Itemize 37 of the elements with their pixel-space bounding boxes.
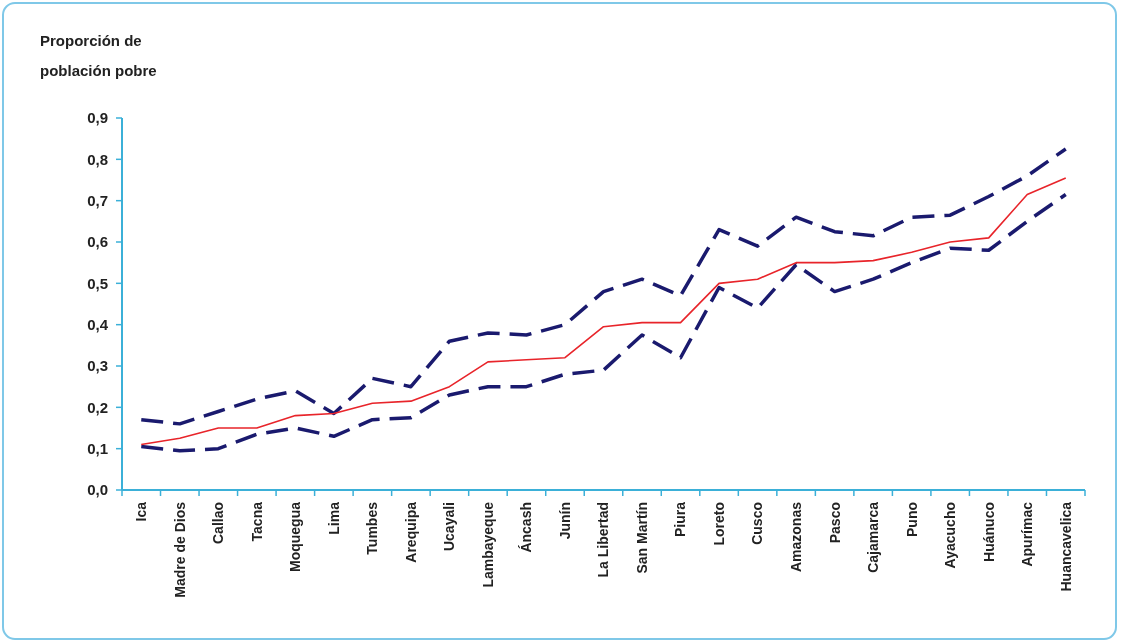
x-tick-label: Callao (210, 502, 227, 545)
y-tick-label: 0,5 (87, 274, 108, 292)
y-tick-label: 0,7 (87, 191, 108, 209)
y-tick-label: 0,8 (87, 150, 108, 168)
x-tick-label: Cajamarca (865, 501, 882, 573)
x-tick-label: La Libertad (595, 502, 612, 578)
x-tick-label: Huánuco (980, 502, 997, 562)
x-tick-label: Ayacucho (942, 502, 959, 569)
x-tick-label: Tumbes (364, 501, 381, 555)
x-tick-label: Puno (903, 502, 920, 537)
x-tick-label: Arequipa (402, 501, 419, 563)
y-tick-label: 0,3 (87, 357, 108, 375)
x-tick-label: Apurímac (1019, 501, 1036, 567)
x-tick-label: Pasco (826, 502, 843, 544)
line-series (139, 147, 1068, 426)
x-tick-label: Áncash (518, 502, 535, 553)
y-axis-title: Proporción de población pobre (40, 32, 157, 79)
x-tick-label: Moquegua (287, 501, 304, 572)
x-tick-label: Tacna (248, 501, 265, 542)
y-tick-label: 0,1 (87, 439, 108, 457)
x-tick-label: Lima (325, 501, 342, 535)
y-tick-label: 0,9 (87, 109, 108, 127)
x-tick-label: Huancavelica (1057, 501, 1074, 592)
x-tick-label: Loreto (710, 502, 727, 546)
x-tick-label: Lambayeque (479, 501, 496, 588)
y-tick-label: 0,2 (87, 398, 108, 416)
x-tick-label: Piura (672, 501, 689, 538)
x-tick-label: Ucayali (441, 502, 458, 552)
y-tick-label: 0,0 (87, 481, 108, 499)
x-tick-label: Madre de Dios (171, 501, 188, 598)
x-tick-label: San Martín (633, 502, 650, 574)
x-tick-label: Cusco (749, 502, 766, 545)
x-tick-label: Amazonas (788, 501, 804, 573)
x-tick-label: Junín (556, 502, 573, 540)
y-tick-label: 0,6 (87, 233, 108, 251)
y-tick-label: 0,4 (87, 315, 109, 333)
x-tick-label: Ica (133, 501, 150, 522)
